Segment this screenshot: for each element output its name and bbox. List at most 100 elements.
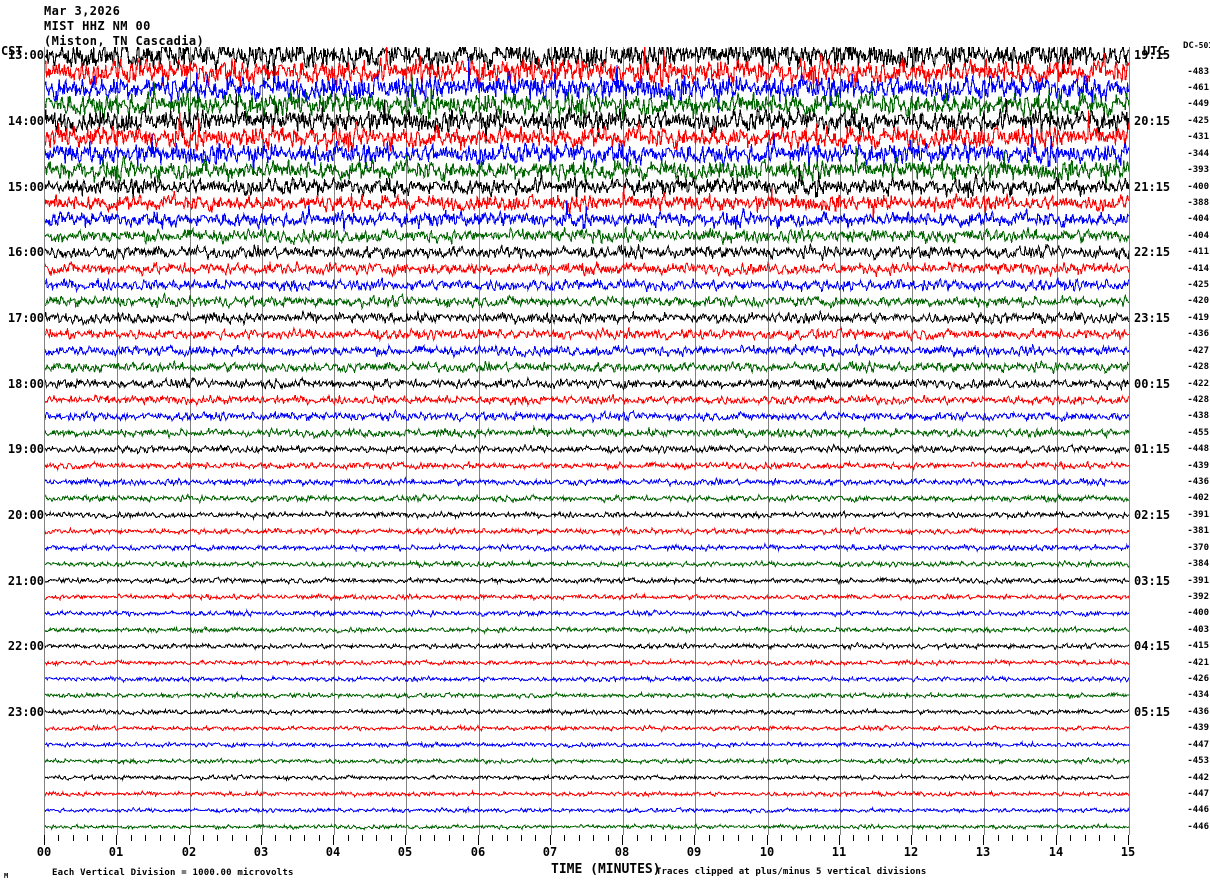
x-minor-tick	[304, 835, 305, 841]
seismic-trace	[45, 57, 1129, 114]
x-minor-tick	[131, 835, 132, 841]
dc-value: -483	[1187, 66, 1209, 77]
dc-value: -404	[1187, 230, 1209, 241]
seismic-trace	[45, 674, 1129, 684]
dc-value: -426	[1187, 674, 1209, 685]
left-hour-label: 19:00	[7, 442, 44, 457]
dc-value: -436	[1187, 706, 1209, 717]
seismic-trace	[45, 576, 1129, 586]
dc-value: -447	[1187, 739, 1209, 750]
x-major-tick	[767, 835, 768, 845]
x-minor-tick	[319, 835, 320, 841]
seismic-trace	[45, 542, 1129, 553]
right-timezone-label: UTC	[1143, 44, 1165, 58]
x-minor-tick	[752, 835, 753, 841]
seismogram-plot[interactable]	[44, 47, 1130, 835]
dc-value: -404	[1187, 214, 1209, 225]
x-minor-tick	[87, 835, 88, 841]
left-hour-label: 21:00	[7, 573, 44, 588]
x-minor-tick	[796, 835, 797, 841]
dc-value: -402	[1187, 493, 1209, 504]
right-hour-label: 22:15	[1134, 245, 1171, 260]
x-minor-tick	[492, 835, 493, 841]
seismic-trace	[45, 493, 1129, 505]
x-tick-label: 09	[686, 845, 702, 859]
x-tick-label: 08	[614, 845, 630, 859]
seismic-trace	[45, 127, 1129, 175]
dc-value: -425	[1187, 280, 1209, 291]
seismic-trace	[45, 459, 1129, 472]
seismic-trace	[45, 393, 1129, 407]
dc-value: -461	[1187, 83, 1209, 94]
x-minor-tick	[637, 835, 638, 841]
x-tick-label: 05	[397, 845, 413, 859]
x-minor-tick	[1041, 835, 1042, 841]
seismic-trace	[45, 292, 1129, 310]
right-hour-label: 03:15	[1134, 573, 1171, 588]
seismic-trace	[45, 47, 1129, 84]
dc-value: -428	[1187, 362, 1209, 373]
x-minor-tick	[868, 835, 869, 841]
x-tick-label: 10	[759, 845, 775, 859]
dc-value: -446	[1187, 805, 1209, 816]
seismic-trace	[45, 806, 1129, 815]
x-major-tick	[261, 835, 262, 845]
dc-value: -449	[1187, 99, 1209, 110]
x-minor-tick	[579, 835, 580, 841]
dc-value: -344	[1187, 148, 1209, 159]
seismic-trace	[45, 47, 1129, 93]
x-minor-tick	[1085, 835, 1086, 841]
seismic-trace	[45, 509, 1129, 521]
x-tick-label: 04	[325, 845, 341, 859]
x-minor-tick	[246, 835, 247, 841]
dc-value: -422	[1187, 378, 1209, 389]
dc-value: -447	[1187, 788, 1209, 799]
x-minor-tick	[463, 835, 464, 841]
x-major-tick	[405, 835, 406, 845]
scale-note: Each Vertical Division = 1000.00 microvo…	[52, 868, 294, 878]
right-hour-label: 00:15	[1134, 376, 1171, 391]
x-axis-title: TIME (MINUTES)	[551, 862, 661, 877]
dc-value: -419	[1187, 312, 1209, 323]
x-minor-tick	[723, 835, 724, 841]
x-minor-tick	[810, 835, 811, 841]
seismic-trace	[45, 409, 1129, 424]
dc-value: -436	[1187, 477, 1209, 488]
left-hour-label: 16:00	[7, 245, 44, 260]
seismic-trace	[45, 261, 1129, 278]
dc-value: -391	[1187, 575, 1209, 586]
x-minor-tick	[376, 835, 377, 841]
seismic-trace	[45, 443, 1129, 456]
dc-value: -415	[1187, 641, 1209, 652]
dc-value: -392	[1187, 591, 1209, 602]
x-minor-tick	[73, 835, 74, 841]
seismic-trace	[45, 526, 1129, 537]
dc-value: -448	[1187, 444, 1209, 455]
left-hour-label: 18:00	[7, 376, 44, 391]
x-major-tick	[983, 835, 984, 845]
right-hour-label: 19:15	[1134, 48, 1171, 63]
dc-value: -455	[1187, 427, 1209, 438]
x-minor-tick	[290, 835, 291, 841]
x-minor-tick	[781, 835, 782, 841]
x-minor-tick	[449, 835, 450, 841]
x-minor-tick	[969, 835, 970, 841]
seismic-trace	[45, 74, 1129, 125]
dc-value: -414	[1187, 263, 1209, 274]
x-major-tick	[116, 835, 117, 845]
x-major-tick	[550, 835, 551, 845]
left-hour-label: 17:00	[7, 310, 44, 325]
seismic-trace	[45, 707, 1129, 717]
x-tick-label: 07	[542, 845, 558, 859]
x-minor-tick	[680, 835, 681, 841]
x-minor-tick	[1114, 835, 1115, 841]
dc-value: -442	[1187, 772, 1209, 783]
seismic-trace	[45, 164, 1129, 201]
seismic-trace	[45, 425, 1129, 440]
dc-value: -434	[1187, 690, 1209, 701]
dc-value: -384	[1187, 559, 1209, 570]
seismic-trace	[45, 657, 1129, 668]
x-major-tick	[694, 835, 695, 845]
seismic-trace	[45, 757, 1129, 766]
x-minor-tick	[160, 835, 161, 841]
